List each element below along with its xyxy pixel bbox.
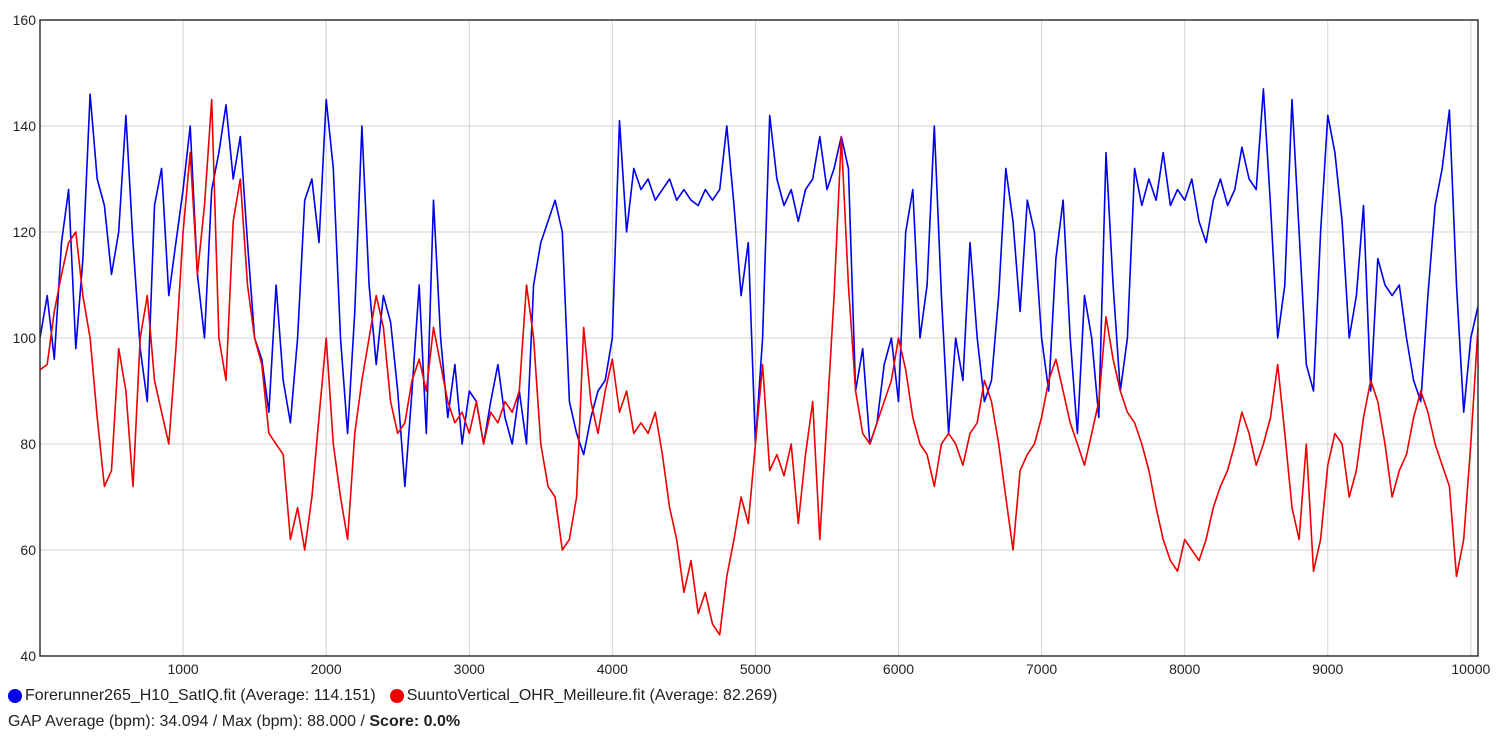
- x-tick-label: 8000: [1169, 661, 1200, 677]
- y-tick-label: 80: [20, 436, 36, 452]
- legend-dot-icon: [389, 689, 404, 703]
- x-tick-label: 4000: [597, 661, 628, 677]
- y-tick-label: 140: [13, 118, 37, 134]
- x-tick-label: 7000: [1026, 661, 1057, 677]
- legend-item-suunto[interactable]: SuuntoVertical_OHR_Meilleure.fit (Averag…: [389, 687, 778, 705]
- heart-rate-line-chart: 40 60 80 100 120 140 160 1000 2000 3000 4000 5000 6…: [13, 12, 1491, 677]
- chart-series: [39, 88, 1479, 636]
- legend-label: Forerunner265_H10_SatIQ.fit (Average: 11…: [25, 687, 376, 704]
- y-axis-ticks: 40 60 80 100 120 140 160: [13, 12, 37, 664]
- legend-item-forerunner[interactable]: Forerunner265_H10_SatIQ.fit (Average: 11…: [8, 687, 376, 705]
- series-line-suunto: [39, 98, 1479, 636]
- x-tick-label: 2000: [311, 661, 342, 677]
- gap-stats: GAP Average (bpm): 34.094 / Max (bpm): 8…: [8, 713, 460, 731]
- x-tick-label: 3000: [454, 661, 485, 677]
- legend-dot-icon: [8, 689, 22, 703]
- y-tick-label: 40: [20, 648, 36, 664]
- y-tick-label: 100: [13, 330, 37, 346]
- legend-label: SuuntoVertical_OHR_Meilleure.fit (Averag…: [406, 687, 778, 704]
- x-tick-label: 10000: [1451, 661, 1490, 677]
- y-tick-label: 60: [20, 542, 36, 558]
- x-tick-label: 9000: [1312, 661, 1343, 677]
- score-value: Score: 0.0%: [369, 713, 461, 730]
- x-tick-label: 6000: [883, 661, 914, 677]
- x-axis-ticks: 1000 2000 3000 4000 5000 6000 7000 8000 9000 1000…: [168, 661, 1491, 677]
- y-tick-label: 120: [13, 224, 37, 240]
- x-tick-label: 5000: [740, 661, 771, 677]
- chart-legend: Forerunner265_H10_SatIQ.fit (Average: 11…: [8, 687, 791, 705]
- x-tick-label: 1000: [168, 661, 199, 677]
- plot-frame: [39, 19, 1479, 657]
- gap-stats-text: GAP Average (bpm): 34.094 / Max (bpm): 8…: [8, 713, 370, 730]
- y-tick-label: 160: [13, 12, 37, 28]
- series-line-forerunner: [39, 88, 1479, 488]
